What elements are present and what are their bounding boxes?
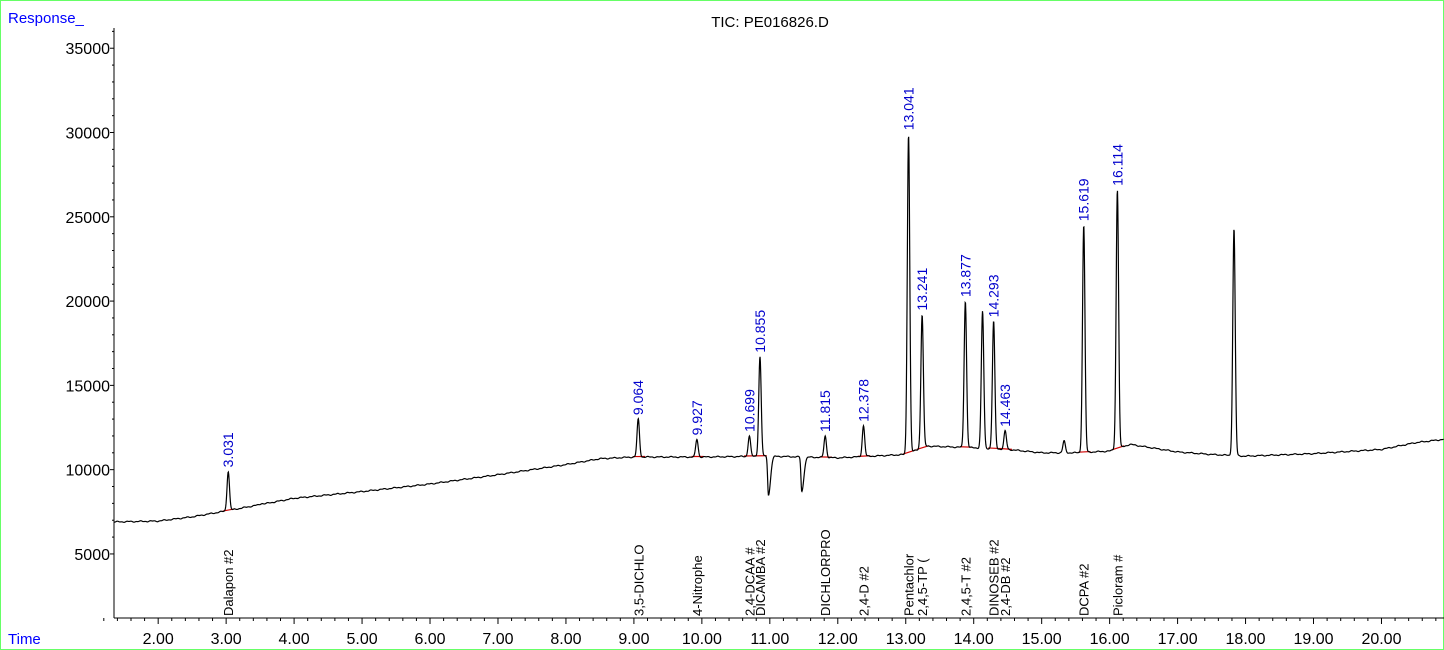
rt-label: 15.619 [1076,178,1092,221]
x-tick-label: 18.00 [1226,631,1266,648]
compound-label: 2,4-DCAA # [742,547,757,616]
compound-label: DICHLORPRO [818,529,833,616]
x-tick-label: 16.00 [1090,631,1130,648]
compound-label: DINOSEB #2 [987,539,1002,616]
x-tick-label: 3.00 [211,631,242,648]
rt-label: 10.699 [741,389,757,432]
x-tick-label: 9.00 [618,631,649,648]
compound-label: DCPA #2 [1077,563,1092,616]
x-tick-label: 10.00 [682,631,722,648]
compound-label: 2,4,5-TP ( [915,558,930,616]
rt-label: 13.877 [957,254,973,297]
x-tick-label: 14.00 [954,631,994,648]
compound-label: Pentachlor [902,553,917,616]
rt-label: 9.064 [630,380,646,415]
x-tick-label: 8.00 [550,631,581,648]
compound-label: 2,4-D #2 [856,566,871,616]
y-tick-label: 5000 [74,547,110,564]
rt-label: 9.927 [689,400,705,435]
rt-label: 11.815 [817,390,833,432]
x-tick-label: 2.00 [143,631,174,648]
x-tick-label: 7.00 [482,631,513,648]
rt-label: 3.031 [220,432,236,467]
rt-label: 14.293 [986,274,1002,317]
rt-label: 13.041 [901,87,917,130]
x-tick-label: 4.00 [279,631,310,648]
x-tick-label: 6.00 [414,631,445,648]
x-tick-label: 5.00 [346,631,377,648]
y-tick-label: 25000 [66,210,111,227]
rt-label: 14.463 [997,384,1013,427]
chart-title: TIC: PE016826.D [711,14,829,31]
y-tick-label: 20000 [66,294,111,311]
compound-label: Dalapon #2 [221,550,236,617]
y-tick-label: 35000 [66,41,111,58]
compound-label: 4-Nitrophe [690,555,705,616]
y-tick-label: 10000 [66,463,111,480]
rt-label: 13.241 [914,268,930,311]
compound-label: DICAMBA #2 [753,539,768,616]
x-tick-label: 20.00 [1361,631,1401,648]
x-axis-label: Time [8,631,41,648]
x-tick-label: 13.00 [886,631,926,648]
x-tick-label: 19.00 [1293,631,1333,648]
compound-label: 3,5-DICHLO [631,544,646,616]
rt-label: 10.855 [752,310,768,353]
x-tick-label: 12.00 [818,631,858,648]
y-axis-label: Response_ [8,10,85,27]
y-tick-label: 30000 [66,126,111,143]
compound-label: 2,4-DB #2 [998,557,1013,616]
compound-labels: Dalapon #2 3,5-DICHLO 4-Nitrophe 2,4-DCAA #… [221,529,1125,616]
y-tick-label: 15000 [66,378,111,395]
rt-label: 12.378 [855,379,871,422]
retention-time-labels: 3.031 9.064 9.927 10.699 10.855 11.815 12.378 1… [220,87,1125,467]
x-tick-label: 15.00 [1022,631,1062,648]
tic-trace [113,136,1444,523]
integration-baselines [222,445,1125,512]
compound-label: Picloram # [1110,554,1125,616]
axis-ticks: 2.00 3.00 4.00 5.00 6.00 7.00 8.00 9.00 10.00 11.… [66,30,1437,648]
x-tick-label: 11.00 [750,631,789,648]
x-tick-label: 17.00 [1158,631,1198,648]
compound-label: 2,4,5-T #2 [958,557,973,616]
rt-label: 16.114 [1109,144,1125,186]
